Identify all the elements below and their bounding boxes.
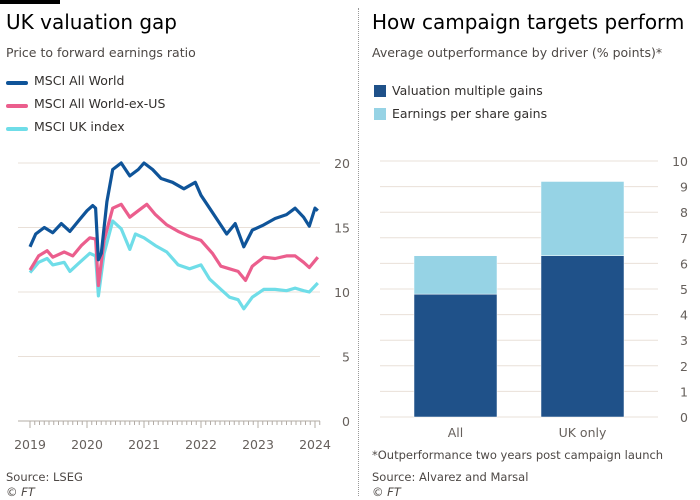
y-tick-label: 0 [680,410,688,425]
y-tick-label: 9 [680,180,688,195]
y-tick-label: 0 [342,414,350,429]
y-tick-label: 5 [680,282,688,297]
right-chart-title: How campaign targets perform [372,10,685,34]
series-line [28,161,319,262]
bar-1 [413,255,498,295]
y-tick-label: 6 [680,256,688,271]
right-chart-subtitle: Average outperformance by driver (% poin… [372,45,663,60]
category-label: UK only [559,425,607,440]
left-credit: © FT [6,485,35,499]
legend-label: MSCI All World-ex-US [34,96,166,111]
right-source: Source: Alvarez and Marsal [372,470,529,484]
y-tick-label: 8 [680,205,688,220]
bar-0 [540,255,625,418]
line-chart: 0 5 10 15 20 2019 2020 2021 2022 2023 2024 [14,156,350,452]
y-tick-label: 2 [680,359,688,374]
x-tick-label: 2024 [299,437,331,452]
y-tick-label: 15 [334,221,350,236]
x-tick-label: 2021 [128,437,160,452]
y-tick-label: 7 [680,231,688,246]
ft-brand-bar [0,0,60,4]
y-tick-label: 10 [334,285,350,300]
left-chart-subtitle: Price to forward earnings ratio [6,45,196,60]
bar-chart: 0 1 2 3 4 5 6 7 8 9 10 All UK only [380,154,688,440]
left-chart-title: UK valuation gap [6,10,178,34]
legend-swatch [374,85,386,97]
right-footnote: *Outperformance two years post campaign … [372,448,664,462]
y-tick-label: 4 [680,308,688,323]
x-tick-label: 2022 [185,437,217,452]
legend-label: MSCI All World [34,73,125,88]
category-label: All [448,425,464,440]
series-line [28,202,320,288]
legend-swatch [6,104,28,108]
x-tick-label: 2020 [71,437,103,452]
left-source: Source: LSEG [6,470,83,484]
legend-swatch [6,127,28,131]
bar-1 [540,181,625,256]
panel-divider [358,8,359,496]
y-tick-label: 1 [680,384,688,399]
legend-label: MSCI UK index [34,119,125,134]
y-tick-label: 3 [680,333,688,348]
y-tick-label: 5 [342,350,350,365]
y-tick-label: 10 [672,154,688,169]
legend-label: Earnings per share gains [392,106,548,121]
y-tick-label: 20 [334,156,350,171]
x-tick-label: 2023 [242,437,274,452]
bar-0 [413,293,498,418]
series-line [28,219,319,311]
x-tick-label: 2019 [14,437,46,452]
legend-swatch [374,108,386,120]
legend-label: Valuation multiple gains [392,83,543,98]
right-credit: © FT [372,485,401,499]
legend-swatch [6,81,28,85]
